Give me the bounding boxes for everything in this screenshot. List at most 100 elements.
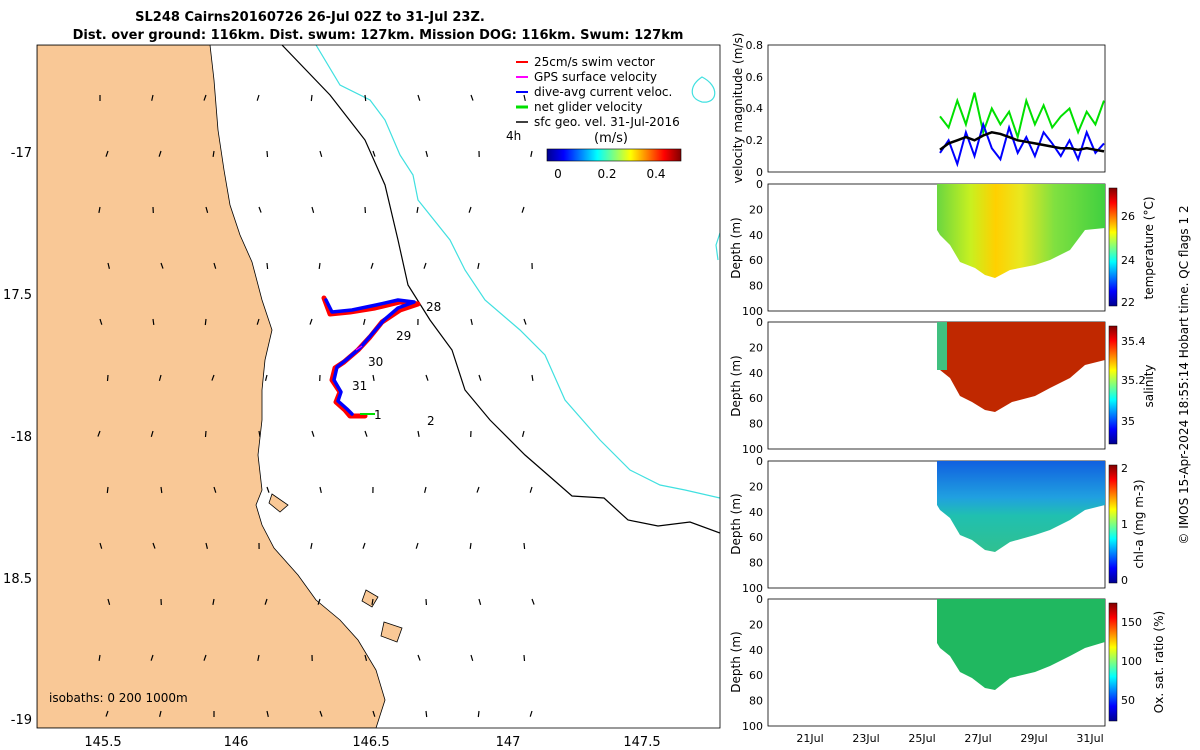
depth-tick: 20 <box>749 480 763 493</box>
surface-velocity-arrow <box>311 430 315 437</box>
depth-tick: 20 <box>749 203 763 216</box>
velocity-series <box>939 92 1105 168</box>
legend-sfc: sfc geo. vel. 31-Jul-2016 <box>534 115 680 129</box>
temperature-panel: Depth (m) 26 24 22 temperature (°C) <box>729 183 1156 312</box>
depth-tick: 100 <box>742 720 763 733</box>
legend-net: net glider velocity <box>534 100 642 114</box>
colorbar-tick: 0.2 <box>597 167 616 181</box>
depth-tick: 60 <box>749 531 763 544</box>
lon-tick: 147 <box>496 735 521 750</box>
velocity-ytick: 0.8 <box>746 39 764 52</box>
colorbar-tick: 0.4 <box>646 167 665 181</box>
colorbar-tick: 0 <box>554 167 562 181</box>
depth-ticks: 0204060801000204060801000204060801000204… <box>742 178 763 733</box>
lat-tick: -18 <box>11 430 32 445</box>
temperature-ylabel: Depth (m) <box>729 217 743 278</box>
depth-tick: 40 <box>749 367 763 380</box>
legend-swim: 25cm/s swim vector <box>534 55 655 69</box>
lat-tick: -19 <box>11 713 32 728</box>
surface-velocity-arrow <box>98 654 101 661</box>
lat-tick: 18.5 <box>3 572 32 587</box>
surface-velocity-arrow <box>470 318 473 326</box>
lon-tick: 146 <box>224 735 249 750</box>
surface-velocity-arrow <box>319 710 323 717</box>
surface-velocity-arrow <box>417 654 421 661</box>
surface-velocity-arrow <box>213 262 217 269</box>
surface-velocity-arrow <box>318 262 321 269</box>
surface-velocity-arrow <box>477 262 480 270</box>
surface-velocity-arrow <box>364 430 368 437</box>
surface-velocity-arrow <box>107 598 111 605</box>
surface-velocity-arrow <box>363 318 366 325</box>
surface-velocity-arrow <box>105 150 109 157</box>
surface-velocity-arrow <box>204 430 207 438</box>
date-tick: 31Jul <box>1076 732 1103 745</box>
surface-velocity-arrow <box>477 710 480 718</box>
depth-tick: 20 <box>749 618 763 631</box>
surface-velocity-arrow <box>159 710 162 717</box>
temperature-cbar-tick: 24 <box>1121 254 1135 267</box>
chla-ylabel: Depth (m) <box>729 493 743 554</box>
day-label-1: 1 <box>374 408 382 422</box>
surface-velocity-arrow <box>256 94 260 101</box>
depth-tick: 60 <box>749 254 763 267</box>
surface-velocity-arrow <box>266 486 270 493</box>
temperature-colorbar <box>1108 187 1118 307</box>
date-tick: 27Jul <box>964 732 991 745</box>
depth-tick: 40 <box>749 229 763 242</box>
legend-dive: dive-avg current veloc. <box>534 85 672 99</box>
oxygen-cbar-tick: 150 <box>1121 616 1142 629</box>
surface-velocity-arrow <box>257 654 260 662</box>
surface-velocity-arrow <box>212 150 215 157</box>
isobath-200m <box>715 232 720 261</box>
depth-tick: 20 <box>749 341 763 354</box>
salinity-fresh-patch <box>937 322 947 370</box>
day-label-28: 28 <box>426 300 441 314</box>
legend-gps: GPS surface velocity <box>534 70 657 84</box>
surface-velocity-arrow <box>531 374 534 381</box>
surface-velocity-arrow <box>99 318 103 325</box>
surface-velocity-arrow <box>264 598 268 605</box>
depth-tick: 80 <box>749 418 763 431</box>
isobath-note: isobaths: 0 200 1000m <box>49 691 188 705</box>
surface-velocity-arrow <box>523 318 527 325</box>
temperature-cbar-tick: 22 <box>1121 296 1135 309</box>
velocity-series-line <box>939 92 1105 141</box>
surface-velocity-arrow <box>470 654 474 661</box>
salinity-section <box>937 322 1105 412</box>
title-line-1: SL248 Cairns20160726 26-Jul 02Z to 31-Ju… <box>135 10 485 25</box>
velocity-axes <box>767 44 1106 173</box>
chla-section <box>937 461 1105 552</box>
chla-panel: Depth (m) 2 1 0 chl-a (mg m-3) <box>729 460 1146 589</box>
velocity-series-line <box>939 121 1105 168</box>
velocity-ylabel: velocity magnitude (m/s) <box>731 33 745 184</box>
temperature-section <box>937 184 1105 278</box>
colorbar-unit: (m/s) <box>594 131 628 146</box>
surface-velocity-arrow <box>364 94 367 102</box>
surface-velocity-arrow <box>470 94 474 101</box>
surface-velocity-arrow <box>158 150 162 157</box>
surface-velocity-arrow <box>364 654 368 661</box>
surface-velocity-arrow <box>319 486 322 494</box>
isobath-1000m <box>281 45 720 534</box>
isobath-200m <box>315 45 720 499</box>
surface-velocity-arrow <box>152 542 156 549</box>
surface-velocity-arrow <box>99 542 103 549</box>
depth-tick: 80 <box>749 557 763 570</box>
surface-velocity-vectors <box>97 94 535 718</box>
surface-velocity-arrow <box>204 318 207 326</box>
chla-cbar-tick: 0 <box>1121 574 1128 587</box>
oxygen-ylabel: Depth (m) <box>729 631 743 692</box>
chla-cbar-label: chl-a (mg m-3) <box>1132 479 1146 568</box>
surface-velocity-arrow <box>160 262 164 269</box>
surface-velocity-arrow <box>310 94 313 102</box>
surface-velocity-arrow <box>106 486 109 494</box>
surface-velocity-arrow <box>425 150 429 157</box>
salinity-colorbar <box>1108 325 1118 445</box>
surface-velocity-arrow <box>362 542 366 549</box>
surface-velocity-arrow <box>425 374 429 381</box>
surface-velocity-arrow <box>521 430 525 437</box>
surface-velocity-arrow <box>106 374 109 382</box>
surface-velocity-arrow <box>97 430 101 437</box>
surface-velocity-arrow <box>160 486 163 494</box>
